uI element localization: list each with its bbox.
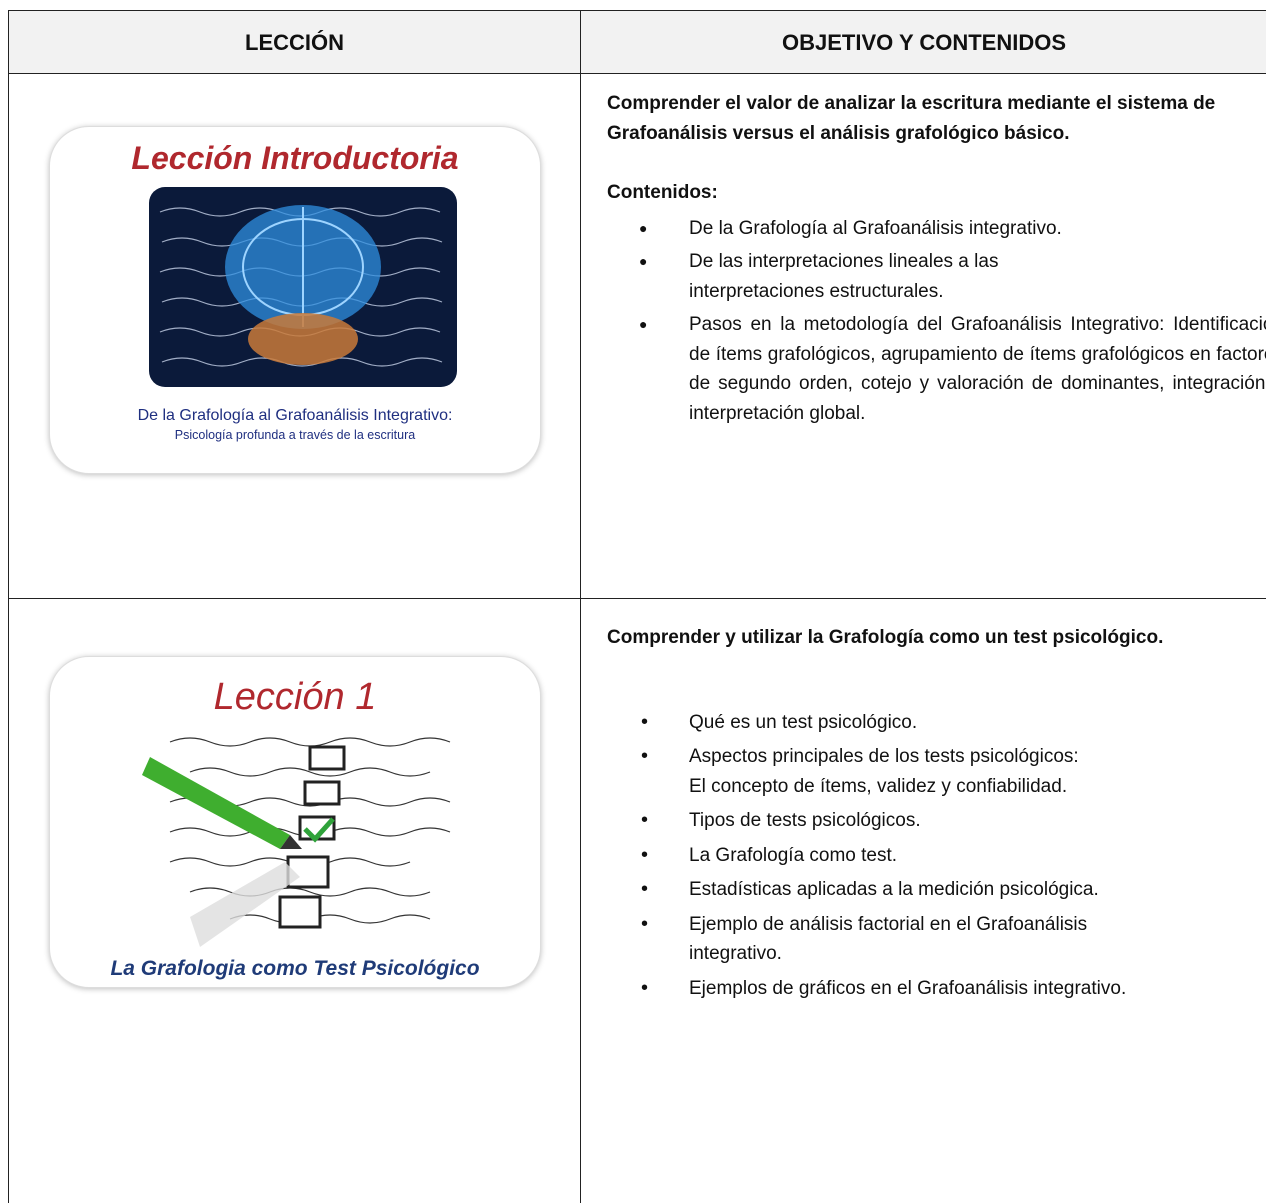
lesson-card: Lección 1 La Grafologia como T	[49, 656, 541, 988]
card-caption: De la Grafología al Grafoanálisis Integr…	[138, 407, 453, 424]
bullet: La Grafología como test.	[607, 841, 1187, 871]
bullet: Qué es un test psicológico.	[607, 708, 1187, 738]
bullet-list: De la Grafología al Grafoanálisis integr…	[607, 214, 1266, 429]
table: LECCIÓN OBJETIVO Y CONTENIDOS Lección In…	[8, 10, 1266, 1203]
objective: Comprender y utilizar la Grafología como…	[607, 627, 1164, 648]
bullet: De la Grafología al Grafoanálisis integr…	[607, 214, 1177, 244]
header-cell: OBJETIVO Y CONTENIDOS	[781, 30, 1067, 55]
header-row: LECCIÓN OBJETIVO Y CONTENIDOS	[9, 11, 1266, 74]
bullet: Ejemplo de análisis factorial en el Graf…	[607, 910, 1187, 969]
bullet: Pasos en la metodología del Grafoanálisi…	[607, 310, 1266, 428]
bullet: Estadísticas aplicadas a la medición psi…	[607, 875, 1187, 905]
content-cell: Comprender y utilizar la Grafología como…	[607, 623, 1187, 1008]
bullet-list: Qué es un test psicológico. Aspectos pri…	[607, 708, 1187, 1004]
card-subcaption: Psicología profunda a través de la escri…	[175, 428, 415, 442]
card-graphic: Lección Introductoria De la Grafología a…	[131, 140, 458, 442]
row-divider	[9, 598, 1266, 599]
header-cell: LECCIÓN	[245, 30, 344, 55]
card-graphic: Lección 1 La Grafologia como T	[110, 676, 479, 980]
card-title: Lección Introductoria	[131, 140, 458, 176]
content-cell: Comprender el valor de analizar la escri…	[607, 89, 1266, 432]
card-title: Lección 1	[214, 676, 377, 718]
card-caption: La Grafologia como Test Psicológico	[110, 957, 479, 980]
column-divider	[580, 11, 581, 1203]
objective: Comprender el valor de analizar la escri…	[607, 93, 1216, 144]
bullet: Ejemplos de gráficos en el Grafoanálisis…	[607, 974, 1187, 1004]
contents-label: Contenidos:	[607, 182, 718, 203]
bullet: De las interpretaciones lineales a las i…	[607, 247, 1177, 306]
lesson-card: Lección Introductoria De la Grafología a…	[49, 126, 541, 474]
bullet: Tipos de tests psicológicos.	[607, 806, 1187, 836]
bullet: Aspectos principales de los tests psicol…	[607, 742, 1187, 801]
